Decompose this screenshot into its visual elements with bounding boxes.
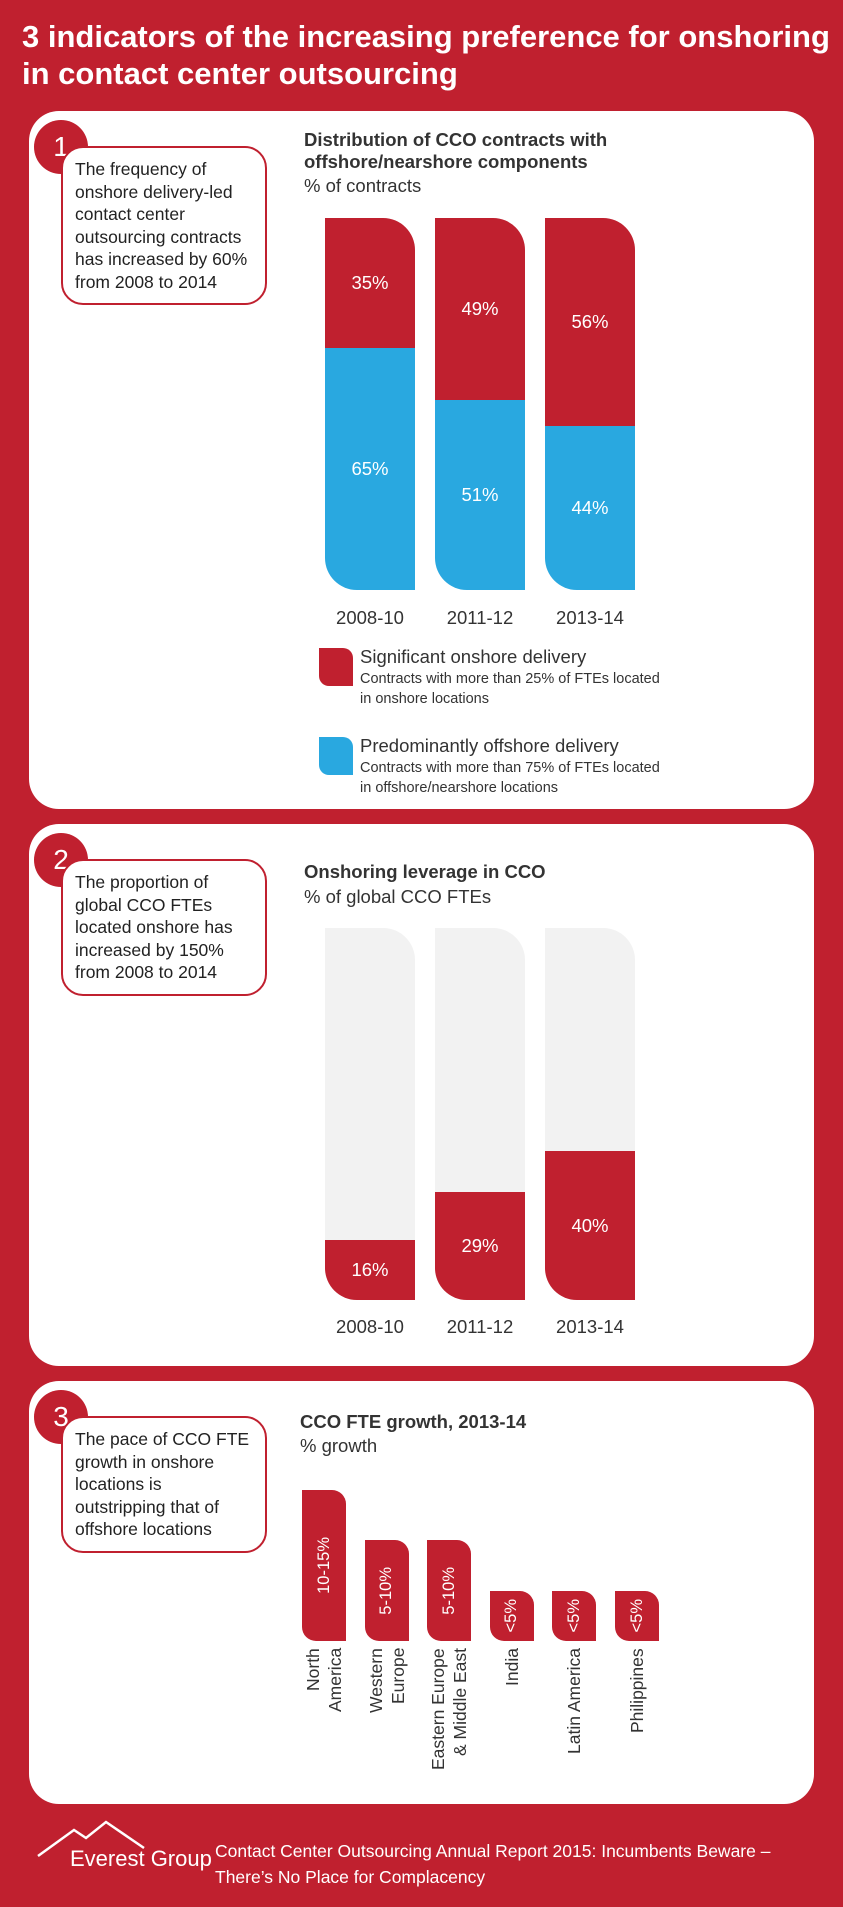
x-tick-label: Western Europe	[365, 1648, 408, 1713]
x-tick-label: 2013-14	[556, 607, 624, 628]
value-label-box: <5%	[615, 1591, 659, 1641]
x-tick-label: India	[501, 1648, 522, 1686]
bar-segment	[325, 348, 415, 590]
value-label: 44%	[571, 497, 609, 519]
bar-segment	[545, 426, 635, 590]
bar	[545, 1151, 635, 1300]
panel-note: The frequency of onshore delivery-led co…	[61, 146, 267, 305]
value-label-box: 5-10%	[427, 1540, 471, 1641]
chart-title: Onshoring leverage in CCO	[304, 861, 546, 882]
value-label: <5%	[502, 1599, 521, 1633]
chart-subtitle: % of global CCO FTEs	[304, 886, 492, 907]
legend-swatch	[319, 737, 353, 775]
chart-title: CCO FTE growth, 2013-14	[300, 1411, 527, 1432]
bar	[325, 1240, 415, 1300]
value-label: 49%	[461, 298, 499, 320]
bar	[615, 1590, 659, 1641]
value-label: 65%	[351, 458, 389, 480]
value-label: 56%	[571, 311, 609, 333]
brand: Everest Group	[70, 1846, 212, 1871]
legend-label: Significant onshore delivery	[360, 646, 587, 667]
x-tick-label: Philippines	[627, 1648, 647, 1733]
chart-title: Distribution of CCO contracts with offsh…	[304, 129, 608, 172]
value-label: 5-10%	[439, 1566, 458, 1615]
chart-subtitle: % growth	[300, 1435, 378, 1456]
chart-subtitle: % of contracts	[304, 175, 422, 196]
x-tick-label: Eastern Europe & Middle East	[428, 1648, 471, 1770]
legend-label: Predominantly offshore delivery	[360, 735, 619, 756]
legend-description: Contracts with more than 25% of FTEs loc…	[360, 671, 660, 707]
legend-swatch	[319, 648, 353, 686]
x-tick-label: 2013-14	[556, 1316, 624, 1337]
page-title: 3 indicators of the increasing preferenc…	[22, 19, 830, 91]
panel-note: The pace of CCO FTE growth in onshore lo…	[61, 1416, 267, 1553]
bar-segment	[435, 400, 525, 590]
bar-segment	[545, 218, 635, 427]
value-label-box: <5%	[490, 1591, 534, 1641]
value-label: 16%	[351, 1259, 389, 1281]
bar-segment	[325, 218, 415, 349]
value-label: 40%	[571, 1214, 609, 1236]
x-tick-label: 2008-10	[336, 607, 404, 628]
x-tick-label: 2011-12	[446, 607, 514, 628]
value-label: 35%	[351, 272, 389, 294]
value-label: <5%	[627, 1599, 646, 1633]
logo-mark	[37, 1820, 145, 1858]
x-tick-label: 2011-12	[446, 1316, 514, 1337]
footer-text: Contact Center Outsourcing Annual Report…	[215, 1841, 771, 1887]
x-tick-label: North America	[303, 1648, 345, 1713]
value-label-box: 10-15%	[302, 1490, 346, 1641]
value-label: 29%	[461, 1235, 499, 1257]
bar	[489, 1590, 534, 1641]
bar-segment	[435, 218, 525, 401]
value-label: 51%	[461, 484, 499, 506]
bar-track	[325, 928, 415, 1300]
bar	[552, 1590, 597, 1641]
value-label: 5-10%	[377, 1566, 396, 1615]
bar	[364, 1540, 409, 1641]
bar	[427, 1540, 472, 1641]
x-tick-label: Latin America	[564, 1648, 585, 1755]
legend-description: Contracts with more than 75% of FTEs loc…	[360, 760, 660, 796]
x-tick-label-box: Philippines	[597, 1648, 677, 1828]
bar	[302, 1490, 346, 1641]
bar	[435, 1192, 525, 1300]
panel-note: The proportion of global CCO FTEs locate…	[61, 859, 267, 996]
x-tick-label: 2008-10	[336, 1316, 404, 1337]
value-label: <5%	[564, 1599, 583, 1633]
value-label-box: 5-10%	[365, 1540, 409, 1641]
value-label: 10-15%	[314, 1537, 333, 1594]
value-label-box: <5%	[552, 1591, 596, 1641]
